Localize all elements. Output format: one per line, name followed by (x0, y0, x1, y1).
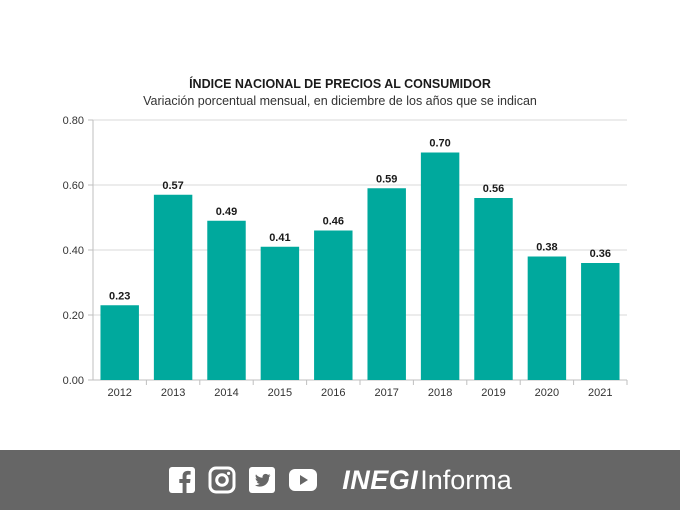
bar-chart: 0.00 0.20 0.40 0.60 0.80 0.23 2012 0.57 2013 0.49… (63, 115, 628, 399)
data-label: 0.23 (109, 290, 130, 302)
x-tick-label: 2021 (588, 387, 612, 399)
data-label: 0.70 (429, 138, 450, 150)
data-label: 0.36 (590, 248, 611, 260)
x-tick-label: 2012 (107, 387, 131, 399)
brand-inegi: INEGI (342, 464, 419, 495)
data-label: 0.38 (536, 242, 557, 254)
twitter-icon[interactable] (248, 466, 276, 494)
x-tick-label: 2018 (428, 387, 452, 399)
y-tick-label: 0.40 (63, 245, 84, 257)
inegi-informa-logo: INEGI Informa (342, 465, 512, 496)
chart-subtitle: Variación porcentual mensual, en diciemb… (143, 94, 537, 108)
data-label: 0.46 (323, 216, 344, 228)
footer-bar: INEGI Informa (0, 450, 680, 510)
youtube-icon[interactable] (288, 466, 318, 494)
instagram-icon[interactable] (208, 466, 236, 494)
x-tick-label: 2020 (535, 387, 559, 399)
facebook-icon[interactable] (168, 466, 196, 494)
bar (474, 198, 513, 380)
x-tick-label: 2015 (268, 387, 292, 399)
bar (314, 230, 353, 380)
y-tick-label: 0.20 (63, 310, 84, 322)
bar (527, 256, 567, 380)
bar (100, 305, 139, 380)
brand-informa: Informa (420, 464, 512, 495)
bar (367, 188, 406, 380)
y-tick-label: 0.80 (63, 115, 84, 127)
data-label: 0.49 (216, 206, 237, 218)
bar (581, 263, 620, 380)
chart-area: ÍNDICE NACIONAL DE PRECIOS AL CONSUMIDOR… (62, 77, 628, 399)
x-tick-label: 2016 (321, 387, 345, 399)
social-icons (168, 466, 318, 494)
bar (207, 220, 246, 380)
y-tick-label: 0.00 (63, 375, 84, 387)
bar (260, 246, 300, 380)
chart-title: ÍNDICE NACIONAL DE PRECIOS AL CONSUMIDOR (189, 77, 491, 91)
data-label: 0.59 (376, 173, 397, 185)
x-tick-label: 2014 (214, 387, 238, 399)
data-label: 0.57 (162, 180, 183, 192)
data-label: 0.56 (483, 183, 504, 195)
x-tick-label: 2017 (374, 387, 398, 399)
x-tick-label: 2013 (161, 387, 185, 399)
x-tick-label: 2019 (481, 387, 505, 399)
bar (420, 152, 460, 380)
bar (153, 194, 193, 380)
y-tick-label: 0.60 (63, 180, 84, 192)
data-label: 0.41 (269, 232, 290, 244)
